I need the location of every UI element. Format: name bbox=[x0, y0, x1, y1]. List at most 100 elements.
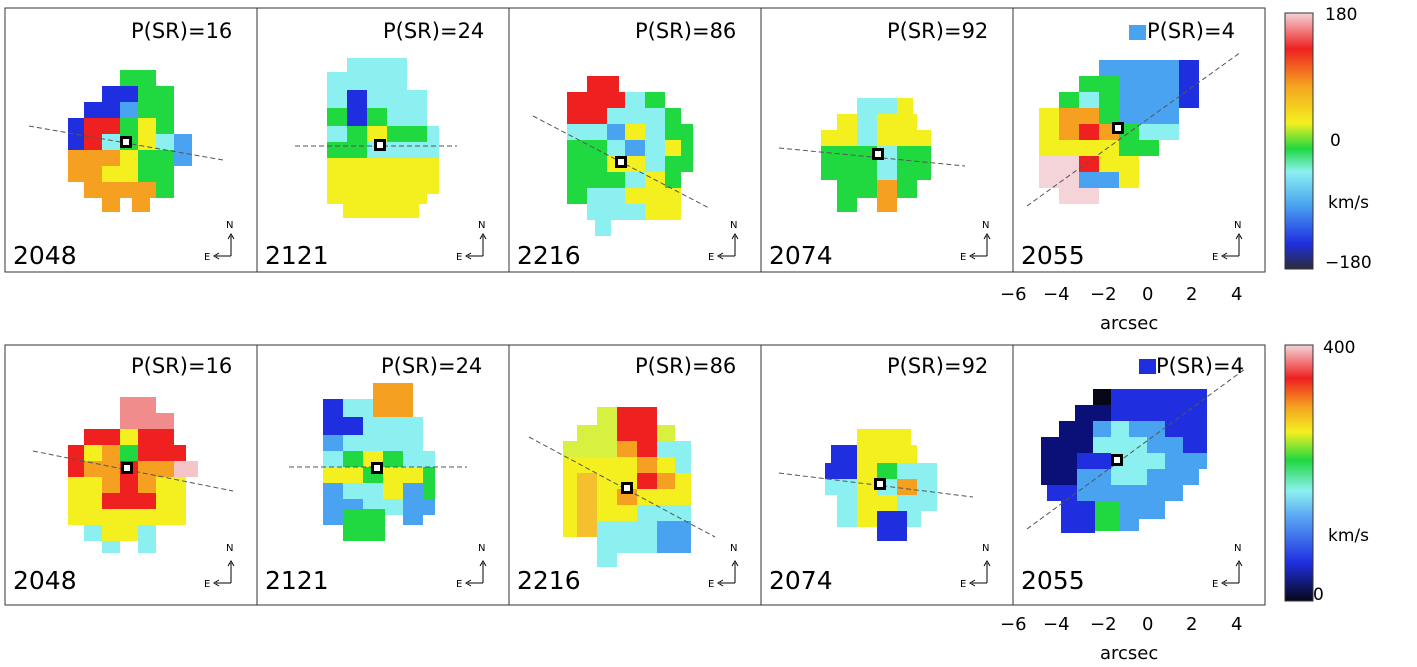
colorbar-velocity: 180 0 km/s −180 bbox=[1284, 5, 1372, 273]
compass-east-label: E bbox=[960, 252, 966, 263]
compass-north-label: N bbox=[1234, 543, 1241, 554]
psr-label: P(SR)=86 bbox=[635, 19, 736, 43]
colorbar-mid-label: 0 bbox=[1330, 131, 1341, 151]
panel-2048-velocity: P(SR)=16 2048 N E bbox=[4, 7, 258, 273]
x-tick: −4 bbox=[1043, 614, 1070, 635]
position-angle-line bbox=[778, 147, 966, 167]
x-axis-label: arcsec bbox=[1100, 643, 1158, 664]
position-angle-line bbox=[1026, 51, 1242, 207]
dispersion-map bbox=[825, 429, 937, 541]
object-id-label: 2216 bbox=[517, 241, 581, 270]
x-axis-row1: −6 −4 −2 0 2 4 arcsec bbox=[1000, 284, 1242, 334]
x-tick: −6 bbox=[1000, 614, 1027, 635]
compass-north-label: N bbox=[478, 220, 485, 231]
colorbar-gradient bbox=[1284, 12, 1314, 270]
compass-east-label: E bbox=[204, 252, 210, 263]
compass-icon: N E bbox=[960, 543, 991, 590]
compass-east-label: E bbox=[1212, 579, 1218, 590]
x-axis-row2: −6 −4 −2 0 2 4 arcsec bbox=[1000, 614, 1242, 664]
x-tick: −2 bbox=[1090, 614, 1117, 635]
center-marker bbox=[121, 462, 133, 474]
x-tick: 0 bbox=[1142, 614, 1153, 635]
psr-label: P(SR)=16 bbox=[131, 19, 232, 43]
panel-2121-dispersion: P(SR)=24 2121 N E bbox=[256, 344, 510, 606]
center-marker bbox=[621, 482, 633, 494]
compass-east-label: E bbox=[456, 579, 462, 590]
center-marker bbox=[872, 148, 884, 160]
x-tick: 0 bbox=[1142, 284, 1153, 305]
compass-icon: N E bbox=[1212, 543, 1243, 590]
compass-east-label: E bbox=[708, 579, 714, 590]
psr-label: P(SR)=86 bbox=[635, 354, 736, 378]
dispersion-map bbox=[323, 383, 435, 541]
velocity-map bbox=[821, 98, 931, 212]
panel-2048-dispersion: P(SR)=16 2048 N E bbox=[4, 344, 258, 606]
x-tick: 4 bbox=[1231, 614, 1242, 635]
compass-icon: N E bbox=[708, 220, 739, 263]
object-id-label: 2121 bbox=[265, 241, 329, 270]
center-marker bbox=[374, 139, 386, 151]
compass-icon: N E bbox=[708, 543, 739, 590]
psr-label: P(SR)=92 bbox=[887, 19, 988, 43]
x-tick: 4 bbox=[1231, 284, 1242, 305]
dispersion-map bbox=[68, 397, 198, 553]
object-id-label: 2048 bbox=[13, 241, 77, 270]
compass-north-label: N bbox=[1234, 220, 1241, 231]
compass-icon: N E bbox=[1212, 220, 1243, 263]
compass-north-label: N bbox=[982, 220, 989, 231]
position-angle-line bbox=[32, 450, 234, 492]
colorbar-min-label: −180 bbox=[1325, 253, 1372, 273]
colorbar-dispersion: 400 km/s 0 bbox=[1284, 338, 1369, 605]
x-tick: −4 bbox=[1043, 284, 1070, 305]
center-marker bbox=[874, 478, 886, 490]
position-angle-line bbox=[1026, 368, 1246, 530]
colorbar-min-label: 0 bbox=[1313, 585, 1324, 605]
compass-north-label: N bbox=[226, 543, 233, 554]
compass-icon: N E bbox=[204, 220, 235, 263]
center-marker bbox=[371, 462, 383, 474]
panel-2074-velocity: P(SR)=92 2074 N E bbox=[760, 7, 1014, 273]
compass-north-label: N bbox=[730, 543, 737, 554]
object-id-label: 2055 bbox=[1021, 566, 1085, 595]
colorbar-max-label: 180 bbox=[1325, 5, 1357, 25]
panel-2055-dispersion: P(SR)=4 2055 N E bbox=[1012, 344, 1266, 606]
object-id-label: 2055 bbox=[1021, 241, 1085, 270]
compass-icon: N E bbox=[456, 543, 487, 590]
center-marker bbox=[1112, 122, 1124, 134]
colorbar-unit-label: km/s bbox=[1328, 193, 1369, 213]
row-dispersion: P(SR)=16 2048 N E bbox=[4, 338, 1369, 664]
compass-icon: N E bbox=[204, 543, 235, 590]
panel-2216-dispersion: P(SR)=86 2216 N E bbox=[508, 344, 762, 606]
psr-label: P(SR)=24 bbox=[383, 19, 484, 43]
object-id-label: 2048 bbox=[13, 566, 77, 595]
panel-2074-dispersion: P(SR)=92 2074 N E bbox=[760, 344, 1014, 606]
center-marker bbox=[120, 136, 132, 148]
object-id-label: 2121 bbox=[265, 566, 329, 595]
object-id-label: 2216 bbox=[517, 566, 581, 595]
psr-label: P(SR)=16 bbox=[131, 354, 232, 378]
compass-east-label: E bbox=[204, 579, 210, 590]
object-id-label: 2074 bbox=[769, 566, 833, 595]
colorbar-gradient bbox=[1284, 344, 1314, 602]
object-id-label: 2074 bbox=[769, 241, 833, 270]
compass-east-label: E bbox=[960, 579, 966, 590]
velocity-map bbox=[327, 58, 439, 218]
panel-2216-velocity: P(SR)=86 2216 N E bbox=[508, 7, 762, 273]
legend-swatch bbox=[1139, 359, 1156, 374]
compass-east-label: E bbox=[456, 252, 462, 263]
panel-2055-velocity: P(SR)=4 2055 N E bbox=[1012, 7, 1266, 273]
compass-north-label: N bbox=[226, 220, 233, 231]
compass-north-label: N bbox=[478, 543, 485, 554]
velocity-map bbox=[567, 76, 693, 236]
x-tick: 2 bbox=[1186, 614, 1197, 635]
row-velocity: P(SR)=16 2048 N E bbox=[4, 5, 1372, 334]
compass-north-label: N bbox=[730, 220, 737, 231]
compass-east-label: E bbox=[708, 252, 714, 263]
colorbar-unit-label: km/s bbox=[1328, 526, 1369, 546]
center-marker bbox=[615, 156, 627, 168]
psr-label: P(SR)=24 bbox=[381, 354, 482, 378]
compass-icon: N E bbox=[456, 220, 487, 263]
x-tick: −2 bbox=[1090, 284, 1117, 305]
panel-2121-velocity: P(SR)=24 2121 N E bbox=[256, 7, 510, 273]
